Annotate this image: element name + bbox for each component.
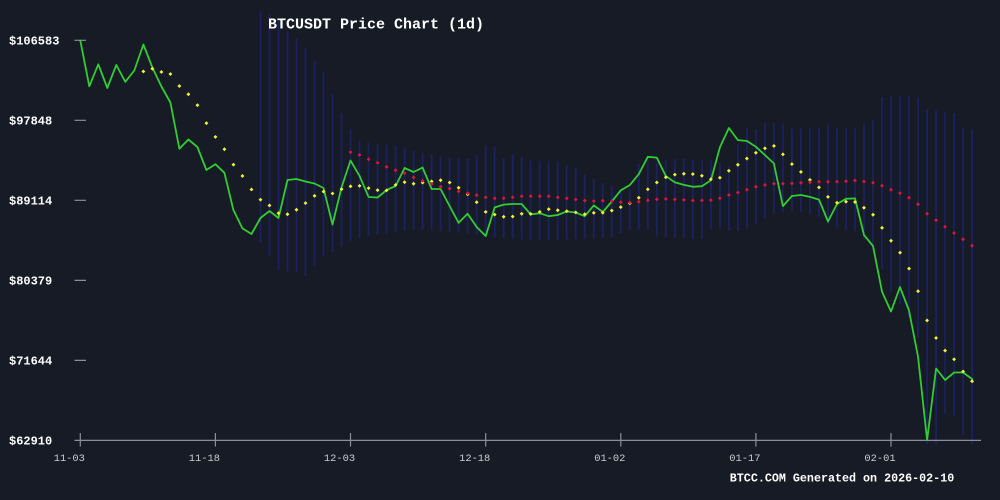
svg-text:$106583: $106583: [9, 35, 59, 49]
svg-text:$80379: $80379: [9, 275, 52, 289]
svg-text:BTCUSDT Price Chart (1d): BTCUSDT Price Chart (1d): [268, 17, 484, 34]
svg-text:12-18: 12-18: [459, 453, 490, 465]
svg-text:$97848: $97848: [9, 115, 52, 129]
svg-text:01-17: 01-17: [729, 453, 760, 465]
svg-text:12-03: 12-03: [324, 453, 355, 465]
svg-text:$62910: $62910: [9, 435, 52, 449]
svg-text:11-18: 11-18: [189, 453, 220, 465]
svg-text:$71644: $71644: [9, 355, 52, 369]
svg-text:02-01: 02-01: [864, 453, 895, 465]
svg-text:01-02: 01-02: [594, 453, 625, 465]
svg-text:11-03: 11-03: [54, 453, 85, 465]
svg-text:$89114: $89114: [9, 195, 52, 209]
svg-text:BTCC.COM Generated on 2026-02-: BTCC.COM Generated on 2026-02-10: [730, 472, 954, 486]
